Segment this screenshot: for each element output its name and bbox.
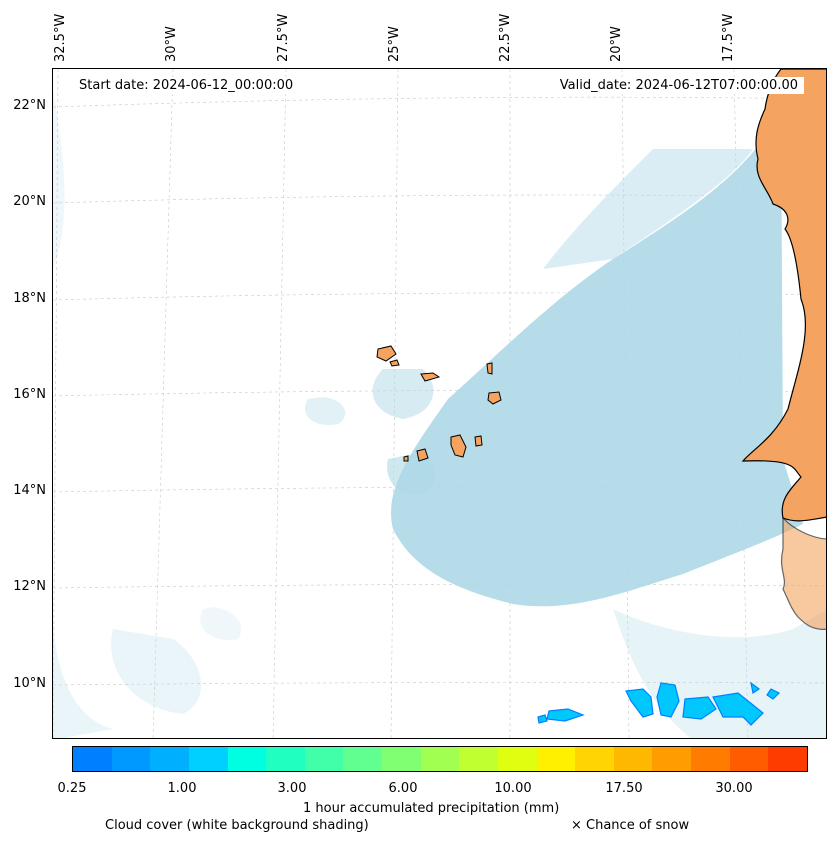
snow-caption: × Chance of snow xyxy=(571,818,690,833)
colorbar-segment-5 xyxy=(266,747,305,771)
lon-label-22-5w: 22.5°W xyxy=(498,13,513,62)
land-africa xyxy=(741,69,826,630)
lat-label-14n: 14°N xyxy=(13,483,46,498)
lat-label-16n: 16°N xyxy=(13,387,46,402)
colorbar-segment-3 xyxy=(188,747,228,771)
lon-label-25w: 25°W xyxy=(387,26,402,62)
colorbar-segment-17 xyxy=(729,747,769,771)
lat-label-10n: 10°N xyxy=(13,676,46,691)
precipitation-caption: 1 hour accumulated precipitation (mm) xyxy=(303,801,560,816)
colorbar-segment-8 xyxy=(382,747,421,771)
lon-label-17-5w: 17.5°W xyxy=(721,13,736,62)
colorbar-tick-10-00: 10.00 xyxy=(494,781,532,796)
colorbar-tick-1-00: 1.00 xyxy=(167,781,197,796)
colorbar-segment-0 xyxy=(73,747,112,771)
lon-label-32-5w: 32.5°W xyxy=(53,13,68,62)
colorbar-segment-18 xyxy=(768,747,807,771)
lat-label-22n: 22°N xyxy=(13,98,46,113)
colorbar-tick-3-00: 3.00 xyxy=(277,781,307,796)
colorbar-segment-10 xyxy=(459,747,498,771)
lat-label-20n: 20°N xyxy=(13,194,46,209)
colorbar-segment-6 xyxy=(304,747,344,771)
cloud-cover xyxy=(53,89,826,738)
colorbar-segment-13 xyxy=(575,747,614,771)
colorbar-tick-17-50: 17.50 xyxy=(605,781,643,796)
colorbar-tick-0-25: 0.25 xyxy=(57,781,87,796)
colorbar-segment-7 xyxy=(343,747,382,771)
colorbar-segment-12 xyxy=(536,747,576,771)
graticule xyxy=(53,69,826,738)
colorbar-tick-6-00: 6.00 xyxy=(388,781,418,796)
colorbar-segment-15 xyxy=(652,747,691,771)
colorbar-segment-14 xyxy=(613,747,653,771)
colorbar-segment-4 xyxy=(227,747,267,771)
colorbar-segment-1 xyxy=(111,747,151,771)
lon-label-20w: 20°W xyxy=(609,26,624,62)
colorbar-segment-16 xyxy=(691,747,730,771)
lat-label-12n: 12°N xyxy=(13,579,46,594)
lon-label-27-5w: 27.5°W xyxy=(276,13,291,62)
start-date-label: Start date: 2024-06-12_00:00:00 xyxy=(73,77,300,94)
colorbar-segment-9 xyxy=(420,747,460,771)
precipitation-cells xyxy=(537,681,781,726)
cloud-cover-caption: Cloud cover (white background shading) xyxy=(105,818,369,833)
valid-date-label: Valid_date: 2024-06-12T07:00:00.00 xyxy=(553,77,804,94)
lon-label-30w: 30°W xyxy=(164,26,179,62)
colorbar-segment-11 xyxy=(497,747,537,771)
colorbar-segment-2 xyxy=(150,747,189,771)
map-panel: Start date: 2024-06-12_00:00:00 Valid_da… xyxy=(52,68,827,739)
lat-label-18n: 18°N xyxy=(13,291,46,306)
colorbar-tick-30-00: 30.00 xyxy=(715,781,753,796)
map-canvas xyxy=(53,69,826,738)
cape-verde-islands xyxy=(376,345,502,462)
precipitation-colorbar xyxy=(72,746,808,772)
